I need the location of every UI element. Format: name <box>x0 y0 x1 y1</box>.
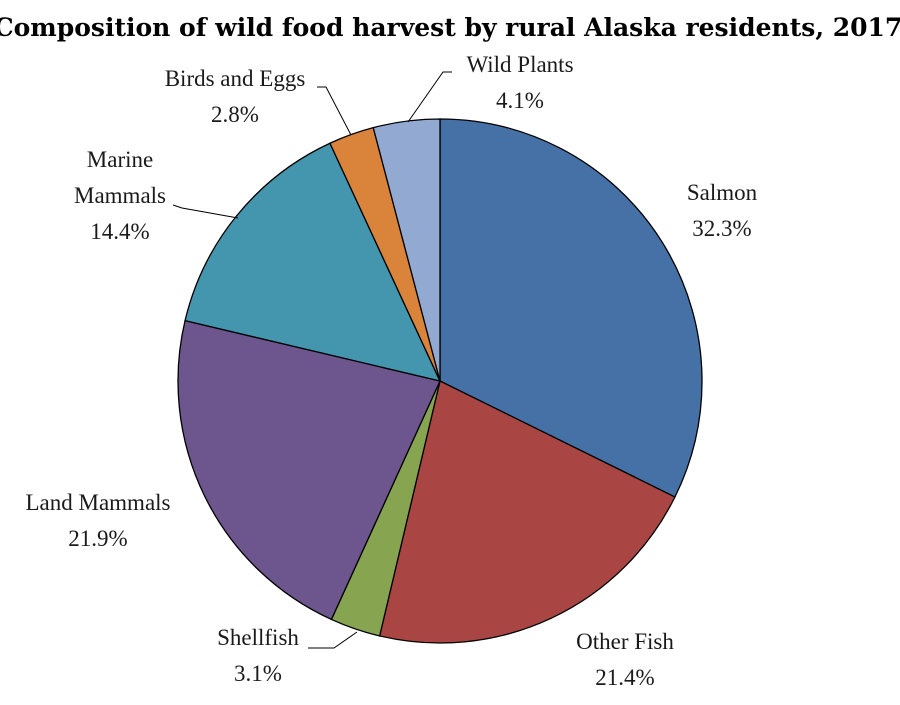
label-name: Salmon <box>687 180 758 205</box>
label-percent: 14.4% <box>90 219 149 244</box>
pie-slices <box>177 118 703 644</box>
slice-other-fish <box>378 380 676 644</box>
label-land-mammals: Land Mammals 21.9% <box>26 490 171 551</box>
label-shellfish: Shellfish 3.1% <box>217 625 299 686</box>
label-percent: 21.4% <box>595 665 654 690</box>
leader-wild-plants <box>407 71 452 123</box>
leader-marine-mammals <box>172 204 239 219</box>
leader-lines <box>172 71 452 649</box>
label-name: Land Mammals <box>26 490 171 515</box>
label-name: Mammals <box>74 183 166 208</box>
label-percent: 2.8% <box>211 102 259 127</box>
label-percent: 32.3% <box>692 216 751 241</box>
leader-shellfish <box>308 631 358 649</box>
slice-wild-plants <box>372 118 441 382</box>
label-salmon: Salmon 32.3% <box>687 180 758 241</box>
label-wild-plants: Wild Plants 4.1% <box>466 52 573 113</box>
slice-land-mammals <box>177 319 441 621</box>
label-percent: 3.1% <box>234 661 282 686</box>
leader-birds-and-eggs <box>317 86 352 136</box>
chart-title: Composition of wild food harvest by rura… <box>0 13 900 42</box>
slice-marine-mammals <box>184 142 442 382</box>
label-birds-and-eggs: Birds and Eggs 2.8% <box>165 66 306 127</box>
label-name: Birds and Eggs <box>165 66 306 91</box>
label-name: Wild Plants <box>466 52 573 77</box>
label-percent: 4.1% <box>496 88 544 113</box>
slice-labels: Salmon 32.3% Other Fish 21.4% Shellfish 3.1% L… <box>26 52 758 690</box>
label-name: Marine <box>87 147 153 172</box>
slice-salmon <box>439 118 703 498</box>
label-percent: 21.9% <box>68 526 127 551</box>
label-name: Other Fish <box>576 629 674 654</box>
label-marine-mammals: Marine Mammals 14.4% <box>74 147 166 244</box>
label-name: Shellfish <box>217 625 299 650</box>
label-other-fish: Other Fish 21.4% <box>576 629 674 690</box>
